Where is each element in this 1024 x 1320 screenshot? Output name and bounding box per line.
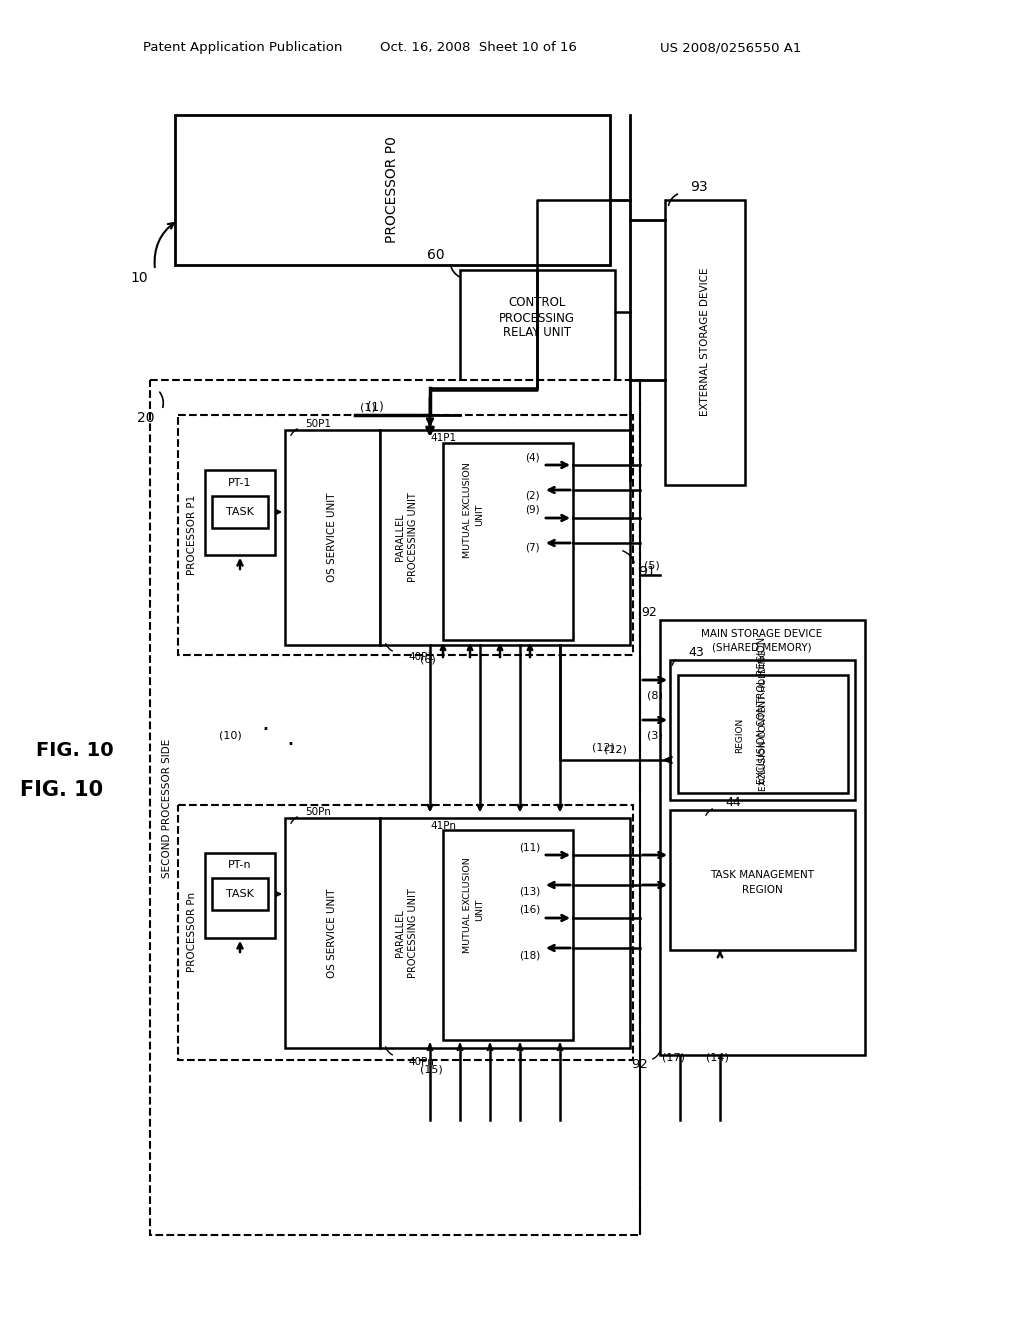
Bar: [178, 805, 633, 1060]
Text: (12): (12): [592, 743, 614, 752]
Text: PARALLEL: PARALLEL: [395, 909, 406, 957]
Text: TASK MANAGEMENT: TASK MANAGEMENT: [710, 870, 814, 880]
Text: CONTROL: CONTROL: [508, 297, 565, 309]
Text: TASK: TASK: [226, 507, 254, 517]
Text: RELAY UNIT: RELAY UNIT: [503, 326, 571, 339]
Text: (17): (17): [662, 1053, 684, 1063]
Text: (7): (7): [525, 543, 540, 553]
Bar: [660, 620, 865, 1055]
Bar: [150, 380, 640, 1236]
Text: 10: 10: [130, 271, 148, 285]
Text: MAIN STORAGE DEVICE: MAIN STORAGE DEVICE: [701, 630, 822, 639]
Text: 92: 92: [631, 1059, 648, 1072]
Text: (8): (8): [647, 690, 663, 700]
Bar: [212, 878, 268, 909]
Text: OS SERVICE UNIT: OS SERVICE UNIT: [327, 888, 337, 978]
Text: FIG. 10: FIG. 10: [20, 780, 103, 800]
Text: US 2008/0256550 A1: US 2008/0256550 A1: [660, 41, 802, 54]
Text: (4): (4): [525, 451, 540, 462]
Bar: [175, 115, 610, 265]
Bar: [460, 271, 615, 385]
Text: EXCLUSION CONTENT HOLDING: EXCLUSION CONTENT HOLDING: [759, 649, 768, 791]
Text: PROCESSOR Pn: PROCESSOR Pn: [187, 892, 197, 972]
Bar: [205, 470, 275, 554]
Text: EXCLUSION CONTROL REGION: EXCLUSION CONTROL REGION: [757, 636, 767, 784]
Text: 40P1: 40P1: [408, 652, 434, 663]
Text: REGION: REGION: [735, 717, 744, 752]
Text: 44: 44: [725, 796, 740, 808]
Text: (12): (12): [603, 744, 627, 755]
Text: (15): (15): [420, 1065, 442, 1074]
Text: PROCESSING: PROCESSING: [499, 312, 575, 325]
Bar: [205, 853, 275, 939]
Text: 43: 43: [688, 645, 703, 659]
Text: OS SERVICE UNIT: OS SERVICE UNIT: [327, 492, 337, 582]
Bar: [443, 444, 573, 640]
Text: (2): (2): [525, 490, 540, 500]
Text: MUTUAL EXCLUSION: MUTUAL EXCLUSION: [464, 857, 472, 953]
Text: ·: ·: [261, 718, 269, 742]
Text: (SHARED MEMORY): (SHARED MEMORY): [712, 642, 812, 652]
Bar: [285, 818, 380, 1048]
Text: 41P1: 41P1: [430, 433, 456, 444]
Bar: [380, 430, 630, 645]
Text: (9): (9): [525, 506, 540, 515]
Text: (6): (6): [420, 655, 436, 665]
Text: 40Pn: 40Pn: [408, 1057, 434, 1067]
Text: PT-n: PT-n: [228, 861, 252, 870]
Text: (3): (3): [647, 730, 663, 741]
Text: MUTUAL EXCLUSION: MUTUAL EXCLUSION: [464, 462, 472, 558]
Bar: [665, 201, 745, 484]
Text: REGION: REGION: [741, 884, 782, 895]
Text: 91: 91: [638, 565, 655, 579]
Text: 50P1: 50P1: [305, 418, 331, 429]
Text: 50Pn: 50Pn: [305, 807, 331, 817]
Text: PROCESSING UNIT: PROCESSING UNIT: [408, 888, 418, 978]
Text: UNIT: UNIT: [475, 504, 484, 527]
Text: PARALLEL: PARALLEL: [395, 513, 406, 561]
Text: FIG. 10: FIG. 10: [36, 741, 114, 759]
Text: (18): (18): [519, 950, 540, 960]
Text: (10): (10): [219, 730, 242, 741]
Text: 41Pn: 41Pn: [430, 821, 456, 832]
Text: UNIT: UNIT: [475, 899, 484, 921]
Bar: [380, 818, 630, 1048]
Bar: [443, 830, 573, 1040]
Text: (11): (11): [519, 842, 540, 851]
Bar: [670, 810, 855, 950]
Text: (14): (14): [706, 1053, 728, 1063]
Bar: [212, 496, 268, 528]
Text: ·: ·: [286, 733, 294, 756]
Text: SECOND PROCESSOR SIDE: SECOND PROCESSOR SIDE: [162, 738, 172, 878]
Text: PROCESSOR P1: PROCESSOR P1: [187, 495, 197, 576]
Bar: [678, 675, 848, 793]
Text: 92: 92: [641, 606, 657, 619]
Text: 60: 60: [427, 248, 445, 261]
Text: (13): (13): [519, 887, 540, 898]
Text: 93: 93: [690, 180, 708, 194]
Text: PROCESSOR P0: PROCESSOR P0: [385, 136, 399, 243]
Text: PT-1: PT-1: [228, 478, 252, 488]
Text: Oct. 16, 2008  Sheet 10 of 16: Oct. 16, 2008 Sheet 10 of 16: [380, 41, 577, 54]
Text: (1): (1): [367, 401, 383, 414]
Text: (16): (16): [519, 906, 540, 915]
Text: PROCESSING UNIT: PROCESSING UNIT: [408, 492, 418, 582]
Text: TASK: TASK: [226, 888, 254, 899]
Bar: [285, 430, 380, 645]
Bar: [670, 660, 855, 800]
Text: 20: 20: [137, 411, 155, 425]
Text: Patent Application Publication: Patent Application Publication: [143, 41, 342, 54]
Text: (5): (5): [644, 561, 659, 572]
Bar: [178, 414, 633, 655]
Text: (1): (1): [360, 403, 376, 413]
Text: EXTERNAL STORAGE DEVICE: EXTERNAL STORAGE DEVICE: [700, 268, 710, 416]
